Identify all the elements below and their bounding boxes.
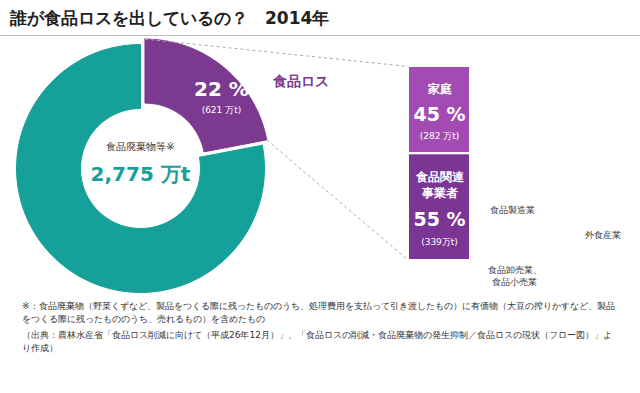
svg-text:食品関連事業者: 食品関連事業者	[415, 170, 465, 200]
html-text:※：食品廃棄物（野菜くずなど、製品をつくる際に残ったもののう: ※：食品廃棄物（野菜くずなど、製品をつくる際に残ったもののうち、処理費用を支払っ…	[22, 301, 615, 324]
svg-text:55 %: 55 %	[413, 208, 465, 230]
svg-text:食品ロス: 食品ロス	[272, 73, 329, 89]
svg-text:2,775 万t: 2,775 万t	[91, 162, 191, 186]
svg-text:家庭: 家庭	[427, 82, 452, 96]
svg-text:外食産業: 外食産業	[585, 230, 621, 240]
svg-text:(339万t): (339万t)	[421, 237, 458, 247]
svg-text:(282 万t): (282 万t)	[420, 131, 460, 141]
svg-text:食品卸売業、食品小売業: 食品卸売業、食品小売業	[488, 265, 542, 287]
svg-text:食品廃棄物等※: 食品廃棄物等※	[106, 141, 174, 152]
svg-text:(621 万t): (621 万t)	[202, 105, 242, 115]
svg-text:45 %: 45 %	[413, 103, 465, 125]
html-text:誰が食品ロスを出しているの？ 2014年: 誰が食品ロスを出しているの？ 2014年	[10, 8, 330, 28]
svg-text:22 %: 22 %	[194, 77, 249, 101]
html-text:（出典：農林水産省「食品ロス削減に向けて（平成26年12月）: （出典：農林水産省「食品ロス削減に向けて（平成26年12月）」、「食品ロスの削減…	[22, 330, 612, 353]
svg-text:食品製造業: 食品製造業	[490, 205, 535, 215]
